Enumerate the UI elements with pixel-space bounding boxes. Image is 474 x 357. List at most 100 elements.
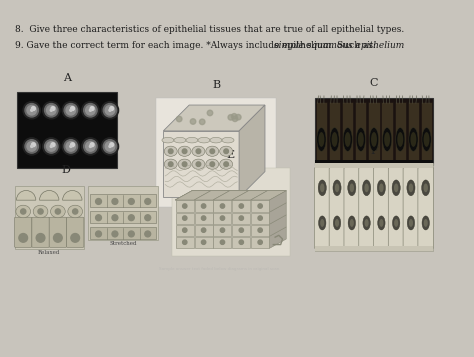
Circle shape: [258, 228, 262, 232]
Circle shape: [101, 138, 118, 155]
Ellipse shape: [345, 132, 351, 147]
Bar: [213, 200, 231, 212]
Circle shape: [258, 240, 262, 245]
Text: C: C: [370, 79, 378, 89]
Bar: [232, 212, 250, 224]
Circle shape: [50, 145, 52, 147]
Ellipse shape: [192, 159, 205, 169]
Ellipse shape: [407, 216, 415, 230]
Circle shape: [62, 102, 80, 119]
Circle shape: [31, 145, 33, 147]
Bar: [382, 102, 393, 162]
Circle shape: [105, 106, 115, 115]
Bar: [213, 237, 231, 248]
Circle shape: [145, 231, 151, 237]
Polygon shape: [213, 191, 248, 200]
Text: A: A: [63, 73, 71, 83]
Ellipse shape: [363, 180, 371, 196]
Ellipse shape: [162, 137, 174, 143]
Circle shape: [220, 204, 225, 208]
Bar: [232, 225, 250, 236]
Circle shape: [196, 162, 201, 166]
Circle shape: [45, 104, 58, 117]
Circle shape: [182, 162, 187, 166]
Circle shape: [196, 149, 201, 154]
Circle shape: [239, 240, 244, 245]
Circle shape: [210, 149, 215, 154]
Bar: [315, 160, 433, 165]
Bar: [15, 186, 84, 249]
Text: simple squamous epithelium: simple squamous epithelium: [274, 41, 404, 50]
Ellipse shape: [16, 205, 31, 218]
Ellipse shape: [383, 128, 392, 151]
Circle shape: [86, 106, 95, 115]
Circle shape: [46, 106, 56, 115]
Bar: [89, 186, 158, 240]
Ellipse shape: [394, 183, 398, 192]
FancyBboxPatch shape: [403, 167, 419, 249]
Circle shape: [27, 106, 36, 115]
Circle shape: [224, 162, 228, 166]
Ellipse shape: [335, 183, 339, 192]
Circle shape: [46, 142, 56, 151]
Circle shape: [62, 138, 80, 155]
Circle shape: [54, 233, 62, 242]
Circle shape: [32, 143, 36, 147]
Circle shape: [71, 107, 74, 110]
Bar: [395, 102, 406, 162]
Ellipse shape: [319, 216, 326, 230]
Circle shape: [19, 233, 27, 242]
FancyBboxPatch shape: [359, 167, 374, 249]
Circle shape: [201, 228, 206, 232]
Circle shape: [23, 102, 40, 119]
FancyBboxPatch shape: [32, 217, 49, 247]
Ellipse shape: [397, 132, 403, 147]
Circle shape: [201, 204, 206, 208]
Polygon shape: [194, 191, 230, 200]
Polygon shape: [175, 191, 211, 200]
Polygon shape: [194, 191, 230, 200]
Wedge shape: [17, 191, 36, 200]
Circle shape: [112, 231, 118, 237]
Text: 9. Gave the correct term for each image. *Always include epithelium. Such as:: 9. Gave the correct term for each image.…: [15, 41, 378, 50]
Circle shape: [224, 149, 228, 154]
Circle shape: [236, 114, 241, 120]
Bar: [251, 225, 269, 236]
Ellipse shape: [348, 180, 356, 196]
Circle shape: [258, 204, 262, 208]
Circle shape: [43, 138, 60, 155]
Bar: [91, 211, 156, 223]
Ellipse shape: [330, 128, 339, 151]
FancyBboxPatch shape: [329, 167, 345, 249]
Text: D: D: [61, 165, 70, 175]
Circle shape: [101, 102, 118, 119]
Text: Stretched: Stretched: [109, 241, 137, 246]
Text: Sample answer text faded below diagrams in original scan: Sample answer text faded below diagrams …: [159, 267, 280, 271]
Ellipse shape: [365, 183, 369, 192]
Circle shape: [96, 231, 101, 237]
Ellipse shape: [379, 219, 383, 227]
Circle shape: [96, 215, 101, 221]
Ellipse shape: [410, 132, 416, 147]
Circle shape: [109, 109, 111, 111]
Circle shape: [90, 107, 94, 110]
Circle shape: [23, 138, 40, 155]
Circle shape: [239, 204, 244, 208]
FancyBboxPatch shape: [15, 217, 32, 247]
Bar: [342, 102, 353, 162]
Bar: [315, 98, 433, 165]
Polygon shape: [270, 227, 286, 248]
Ellipse shape: [164, 146, 177, 156]
Wedge shape: [63, 191, 82, 200]
Circle shape: [182, 204, 187, 208]
Circle shape: [182, 240, 187, 245]
FancyBboxPatch shape: [49, 217, 66, 247]
Circle shape: [86, 142, 95, 151]
FancyBboxPatch shape: [418, 167, 434, 249]
Circle shape: [103, 104, 117, 117]
Circle shape: [201, 216, 206, 220]
Circle shape: [71, 143, 74, 147]
Ellipse shape: [369, 128, 379, 151]
Circle shape: [64, 140, 78, 153]
Text: B: B: [212, 80, 220, 90]
